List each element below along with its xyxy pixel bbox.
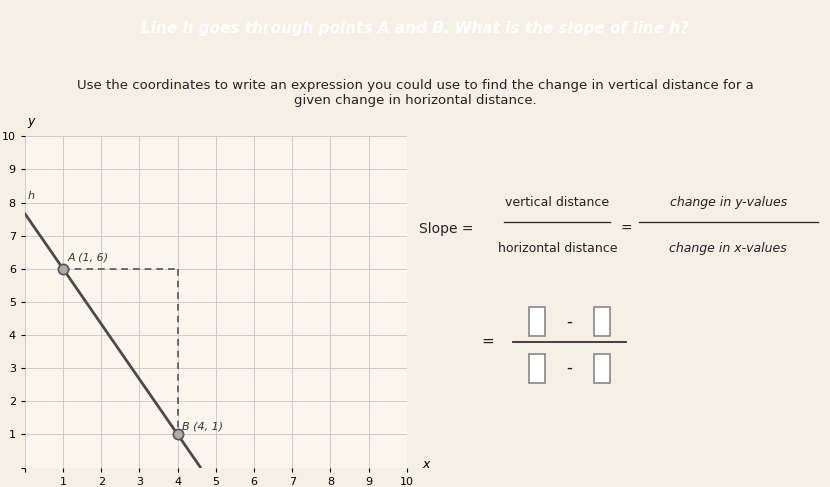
Text: vertical distance: vertical distance (505, 196, 609, 209)
Text: change in x-values: change in x-values (669, 243, 787, 256)
Text: A (1, 6): A (1, 6) (68, 253, 109, 262)
Text: x: x (422, 458, 429, 471)
Text: -: - (567, 359, 573, 377)
Text: h: h (28, 191, 35, 201)
Text: =: = (482, 334, 495, 349)
Text: Slope =: Slope = (419, 222, 474, 236)
Text: Line h goes through points A and B. What is the slope of line h?: Line h goes through points A and B. What… (141, 21, 689, 36)
Text: =: = (621, 222, 632, 236)
Text: change in y-values: change in y-values (670, 196, 787, 209)
Text: B (4, 1): B (4, 1) (183, 421, 223, 431)
Text: -: - (567, 313, 573, 331)
Point (171, 431, 184, 438)
Text: horizontal distance: horizontal distance (498, 243, 617, 256)
Text: y: y (27, 115, 34, 128)
Text: Use the coordinates to write an expression you could use to find the change in v: Use the coordinates to write an expressi… (76, 78, 754, 107)
Point (56, 265, 70, 273)
